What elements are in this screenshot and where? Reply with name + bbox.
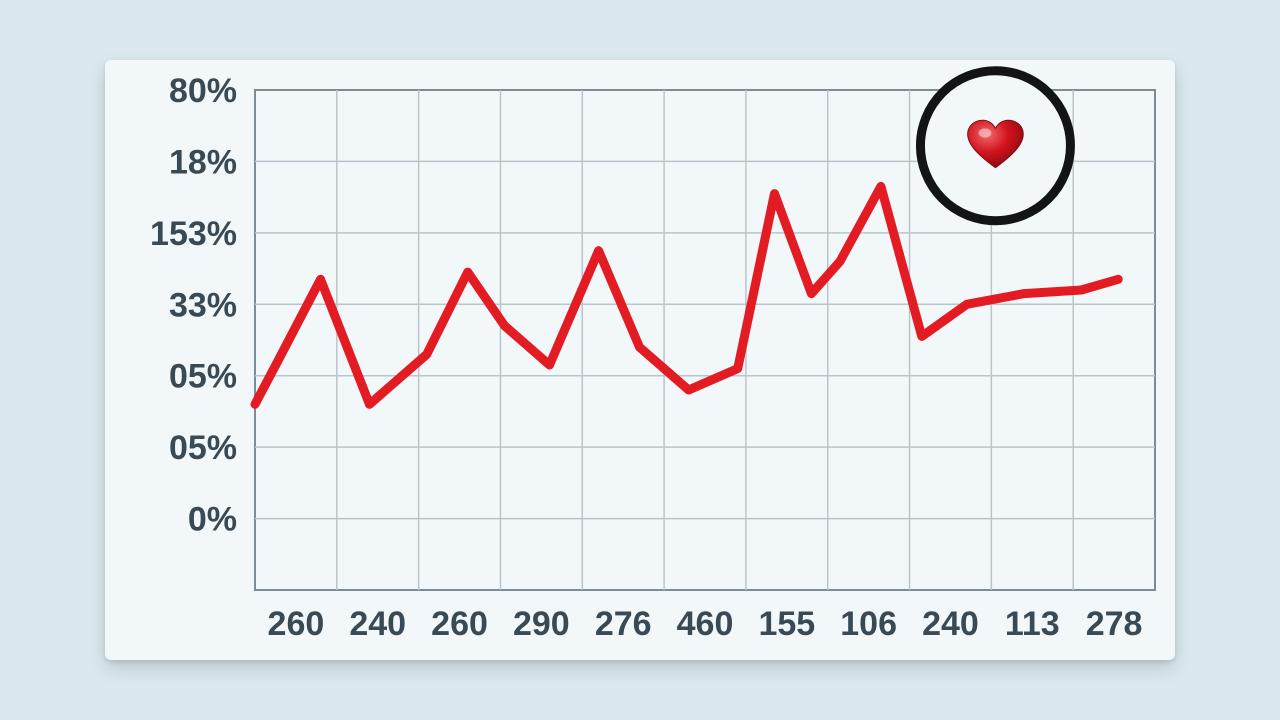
y-tick-label: 153%: [150, 215, 237, 253]
x-tick-label: 276: [595, 605, 652, 643]
x-tick-label: 106: [840, 605, 897, 643]
y-tick-label: 05%: [169, 358, 237, 396]
x-tick-label: 260: [268, 605, 325, 643]
x-tick-label: 155: [758, 605, 815, 643]
x-tick-label: 278: [1086, 605, 1143, 643]
x-tick-label: 260: [431, 605, 488, 643]
x-tick-label: 290: [513, 605, 570, 643]
heart-badge: [920, 71, 1070, 221]
y-tick-label: 0%: [188, 501, 237, 539]
x-tick-label: 460: [677, 605, 734, 643]
page: 80% 18% 153% 33% 05% 05% 0% 260 240 260 290 276 460 1…: [0, 0, 1280, 720]
x-tick-label: 240: [922, 605, 979, 643]
x-tick-label: 240: [349, 605, 406, 643]
y-tick-label: 18%: [169, 143, 237, 181]
x-tick-label: 113: [1005, 605, 1060, 643]
chart-card: 80% 18% 153% 33% 05% 05% 0% 260 240 260 290 276 460 1…: [105, 60, 1175, 660]
y-tick-label: 05%: [169, 429, 237, 467]
y-tick-label: 33%: [169, 286, 237, 324]
y-tick-label: 80%: [169, 72, 237, 110]
line-chart: 80% 18% 153% 33% 05% 05% 0% 260 240 260 290 276 460 1…: [105, 60, 1175, 660]
